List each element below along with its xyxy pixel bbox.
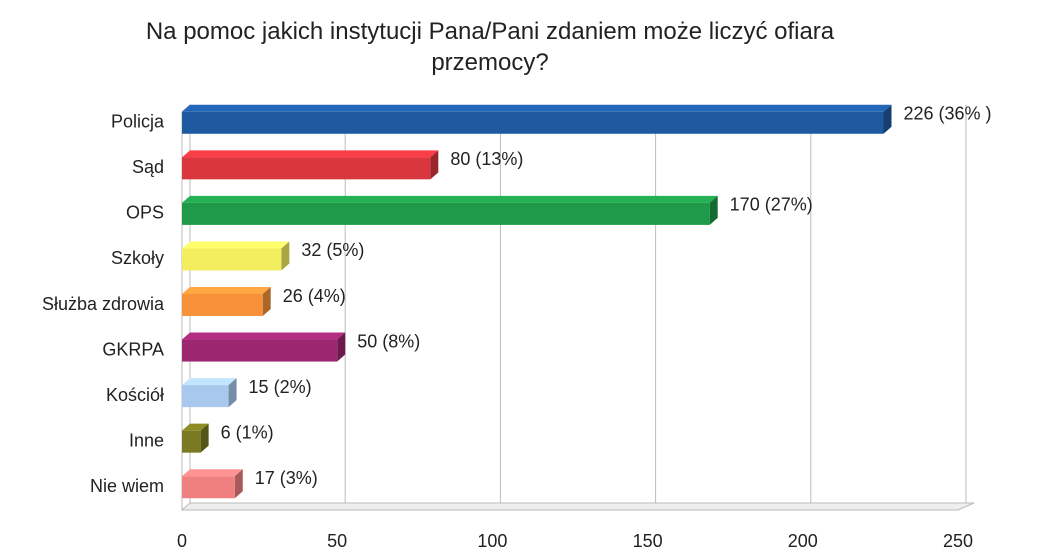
- bar: [182, 248, 282, 271]
- data-label: 26 (4%): [283, 286, 346, 306]
- y-tick-label: Inne: [129, 430, 164, 450]
- bar-top: [182, 423, 209, 431]
- data-label: 80 (13%): [450, 149, 523, 169]
- y-tick-label: Szkoły: [111, 248, 164, 268]
- bar: [182, 157, 431, 180]
- y-tick-label: Służba zdrowia: [42, 294, 165, 314]
- bar-top: [182, 241, 290, 249]
- bar: [182, 339, 338, 362]
- bar-side: [234, 469, 243, 499]
- bar-top: [182, 104, 892, 112]
- bar-top: [182, 332, 346, 340]
- bar-top: [182, 150, 439, 158]
- bar-side: [337, 332, 346, 362]
- bar-top: [182, 195, 718, 203]
- axis-floor: [180, 502, 975, 511]
- bar-side: [200, 423, 209, 453]
- bar-top: [182, 469, 243, 477]
- bar: [182, 476, 235, 499]
- data-label: 226 (36% ): [904, 104, 992, 124]
- y-tick-label: OPS: [126, 203, 164, 223]
- x-tick-label: 250: [943, 531, 973, 551]
- y-tick-label: Nie wiem: [90, 476, 164, 496]
- data-label: 15 (2%): [249, 377, 312, 397]
- bar-side: [883, 104, 892, 134]
- data-label: 170 (27%): [730, 195, 813, 215]
- data-label: 32 (5%): [301, 240, 364, 260]
- chart-title: Na pomoc jakich instytucji Pana/Pani zda…: [145, 18, 835, 76]
- bar-side: [430, 150, 439, 180]
- y-tick-label: Policja: [111, 112, 165, 132]
- bar-side: [262, 287, 271, 316]
- bar: [182, 430, 201, 453]
- bar: [182, 294, 263, 316]
- bar-side: [228, 378, 237, 408]
- x-tick-label: 50: [327, 531, 347, 551]
- data-label: 50 (8%): [357, 331, 420, 351]
- bar: [182, 111, 884, 134]
- data-label: 6 (1%): [221, 422, 274, 442]
- x-tick-label: 150: [633, 531, 663, 551]
- x-tick-label: 100: [477, 531, 507, 551]
- bar-top: [182, 287, 271, 294]
- x-tick-label: 0: [177, 531, 187, 551]
- bar: [182, 202, 710, 225]
- bar-top: [182, 378, 237, 386]
- bar: [182, 385, 229, 408]
- y-tick-label: GKRPA: [102, 339, 164, 359]
- y-tick-label: Sąd: [132, 157, 164, 177]
- x-tick-label: 200: [788, 531, 818, 551]
- bar-side: [281, 241, 290, 271]
- bar-side: [709, 195, 718, 225]
- data-label: 17 (3%): [255, 468, 318, 488]
- y-tick-label: Kościół: [106, 385, 164, 405]
